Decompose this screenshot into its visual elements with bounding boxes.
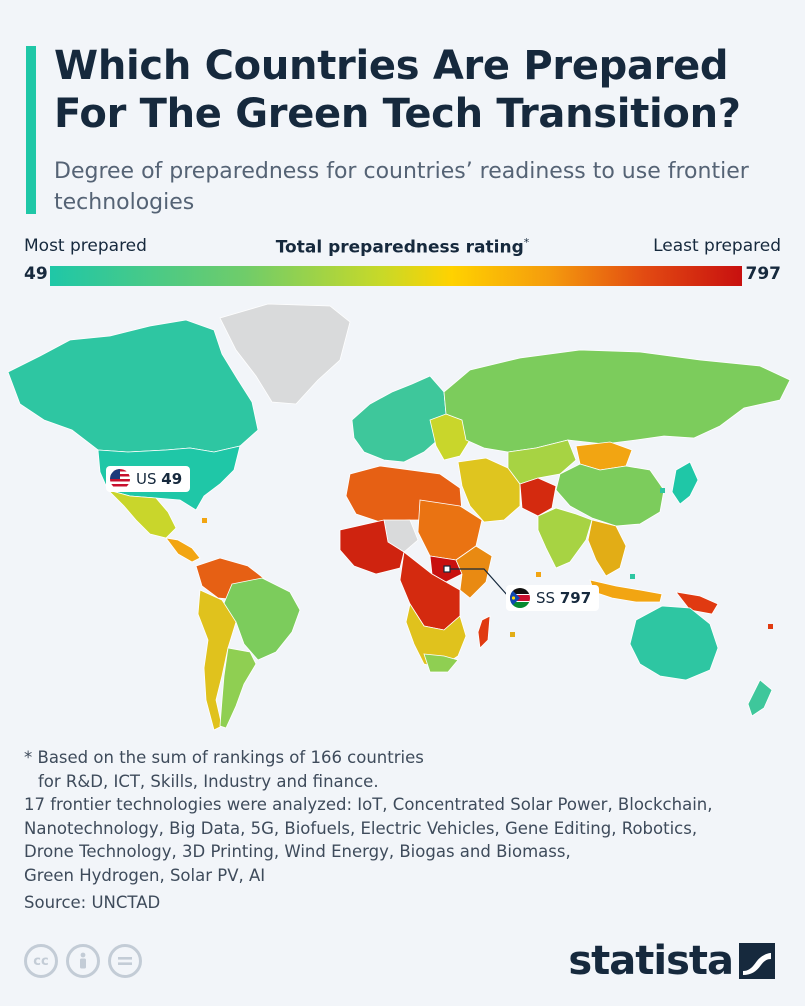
scale-min-value: 49: [24, 264, 48, 284]
scale-title-mark: *: [523, 236, 530, 249]
madagascar: [477, 615, 491, 649]
south-sudan-marker: [443, 565, 451, 573]
afghanistan-pakistan: [519, 477, 557, 517]
china: [555, 463, 665, 527]
callout-leader-line: [450, 568, 509, 597]
world-map: [7, 303, 791, 731]
central-america: [165, 537, 201, 563]
attribution-icon[interactable]: [66, 944, 100, 978]
color-scale-bar: [50, 266, 742, 286]
island-marker: [768, 624, 773, 629]
callout-ss: SS 797: [506, 585, 600, 611]
scale-title: Total preparedness rating*: [0, 236, 805, 258]
papua: [675, 591, 719, 615]
source-line: Source: UNCTAD: [24, 893, 161, 912]
page-subtitle: Degree of preparedness for countries’ re…: [54, 159, 749, 215]
southern-africa: [405, 602, 467, 669]
statista-logo-mark-icon: [739, 943, 775, 979]
west-africa: [339, 519, 405, 575]
logo-text: statista: [568, 938, 734, 984]
license-icons: cc: [24, 944, 142, 978]
island-marker: [202, 518, 207, 523]
island-marker: [536, 572, 541, 577]
footnote-line-3: 17 frontier technologies were analyzed: …: [24, 795, 713, 814]
page-title: Which Countries Are Prepared For The Gre…: [54, 43, 741, 137]
island-marker: [660, 488, 665, 493]
island-marker: [630, 574, 635, 579]
statista-logo[interactable]: statista: [568, 938, 775, 984]
accent-bar: [26, 46, 36, 214]
south-africa: [423, 653, 459, 673]
new-zealand: [747, 679, 773, 717]
australia: [629, 605, 719, 681]
scale-left-label: Most prepared: [24, 236, 147, 256]
scale-max-value: 797: [745, 264, 782, 284]
japan: [671, 461, 699, 505]
callout-us: US 49: [106, 466, 191, 492]
footnote-line-5: Drone Technology, 3D Printing, Wind Ener…: [24, 842, 571, 861]
north-america-north: [7, 319, 259, 453]
middle-east: [457, 457, 521, 523]
callout-ss-code: SS: [536, 589, 556, 607]
footnote: * Based on the sum of rankings of 166 co…: [24, 746, 794, 915]
east-africa: [455, 545, 493, 599]
footnote-line-2: for R&D, ICT, Skills, Industry and finan…: [38, 771, 379, 791]
footnote-line-4: Nanotechnology, Big Data, 5G, Biofuels, …: [24, 818, 698, 838]
scale-right-label: Least prepared: [653, 236, 781, 256]
callout-ss-value: 797: [559, 589, 592, 607]
callout-us-value: 49: [161, 470, 183, 488]
russia: [443, 349, 791, 453]
cc-icon[interactable]: cc: [24, 944, 58, 978]
footnote-line-1: * Based on the sum of rankings of 166 co…: [24, 748, 424, 767]
indonesia: [589, 579, 663, 603]
us-flag-icon: [110, 469, 130, 489]
callout-us-code: US: [136, 470, 157, 488]
southeast-asia: [587, 519, 627, 577]
scale-title-text: Total preparedness rating: [275, 237, 524, 258]
island-marker: [510, 632, 515, 637]
mexico: [106, 489, 177, 539]
south-sudan-flag-icon: [510, 588, 530, 608]
footnote-line-6: Green Hydrogen, Solar PV, AI: [24, 865, 266, 885]
argentina: [219, 647, 257, 729]
india: [537, 507, 593, 569]
greenland: [219, 303, 351, 405]
no-derivatives-icon[interactable]: [108, 944, 142, 978]
